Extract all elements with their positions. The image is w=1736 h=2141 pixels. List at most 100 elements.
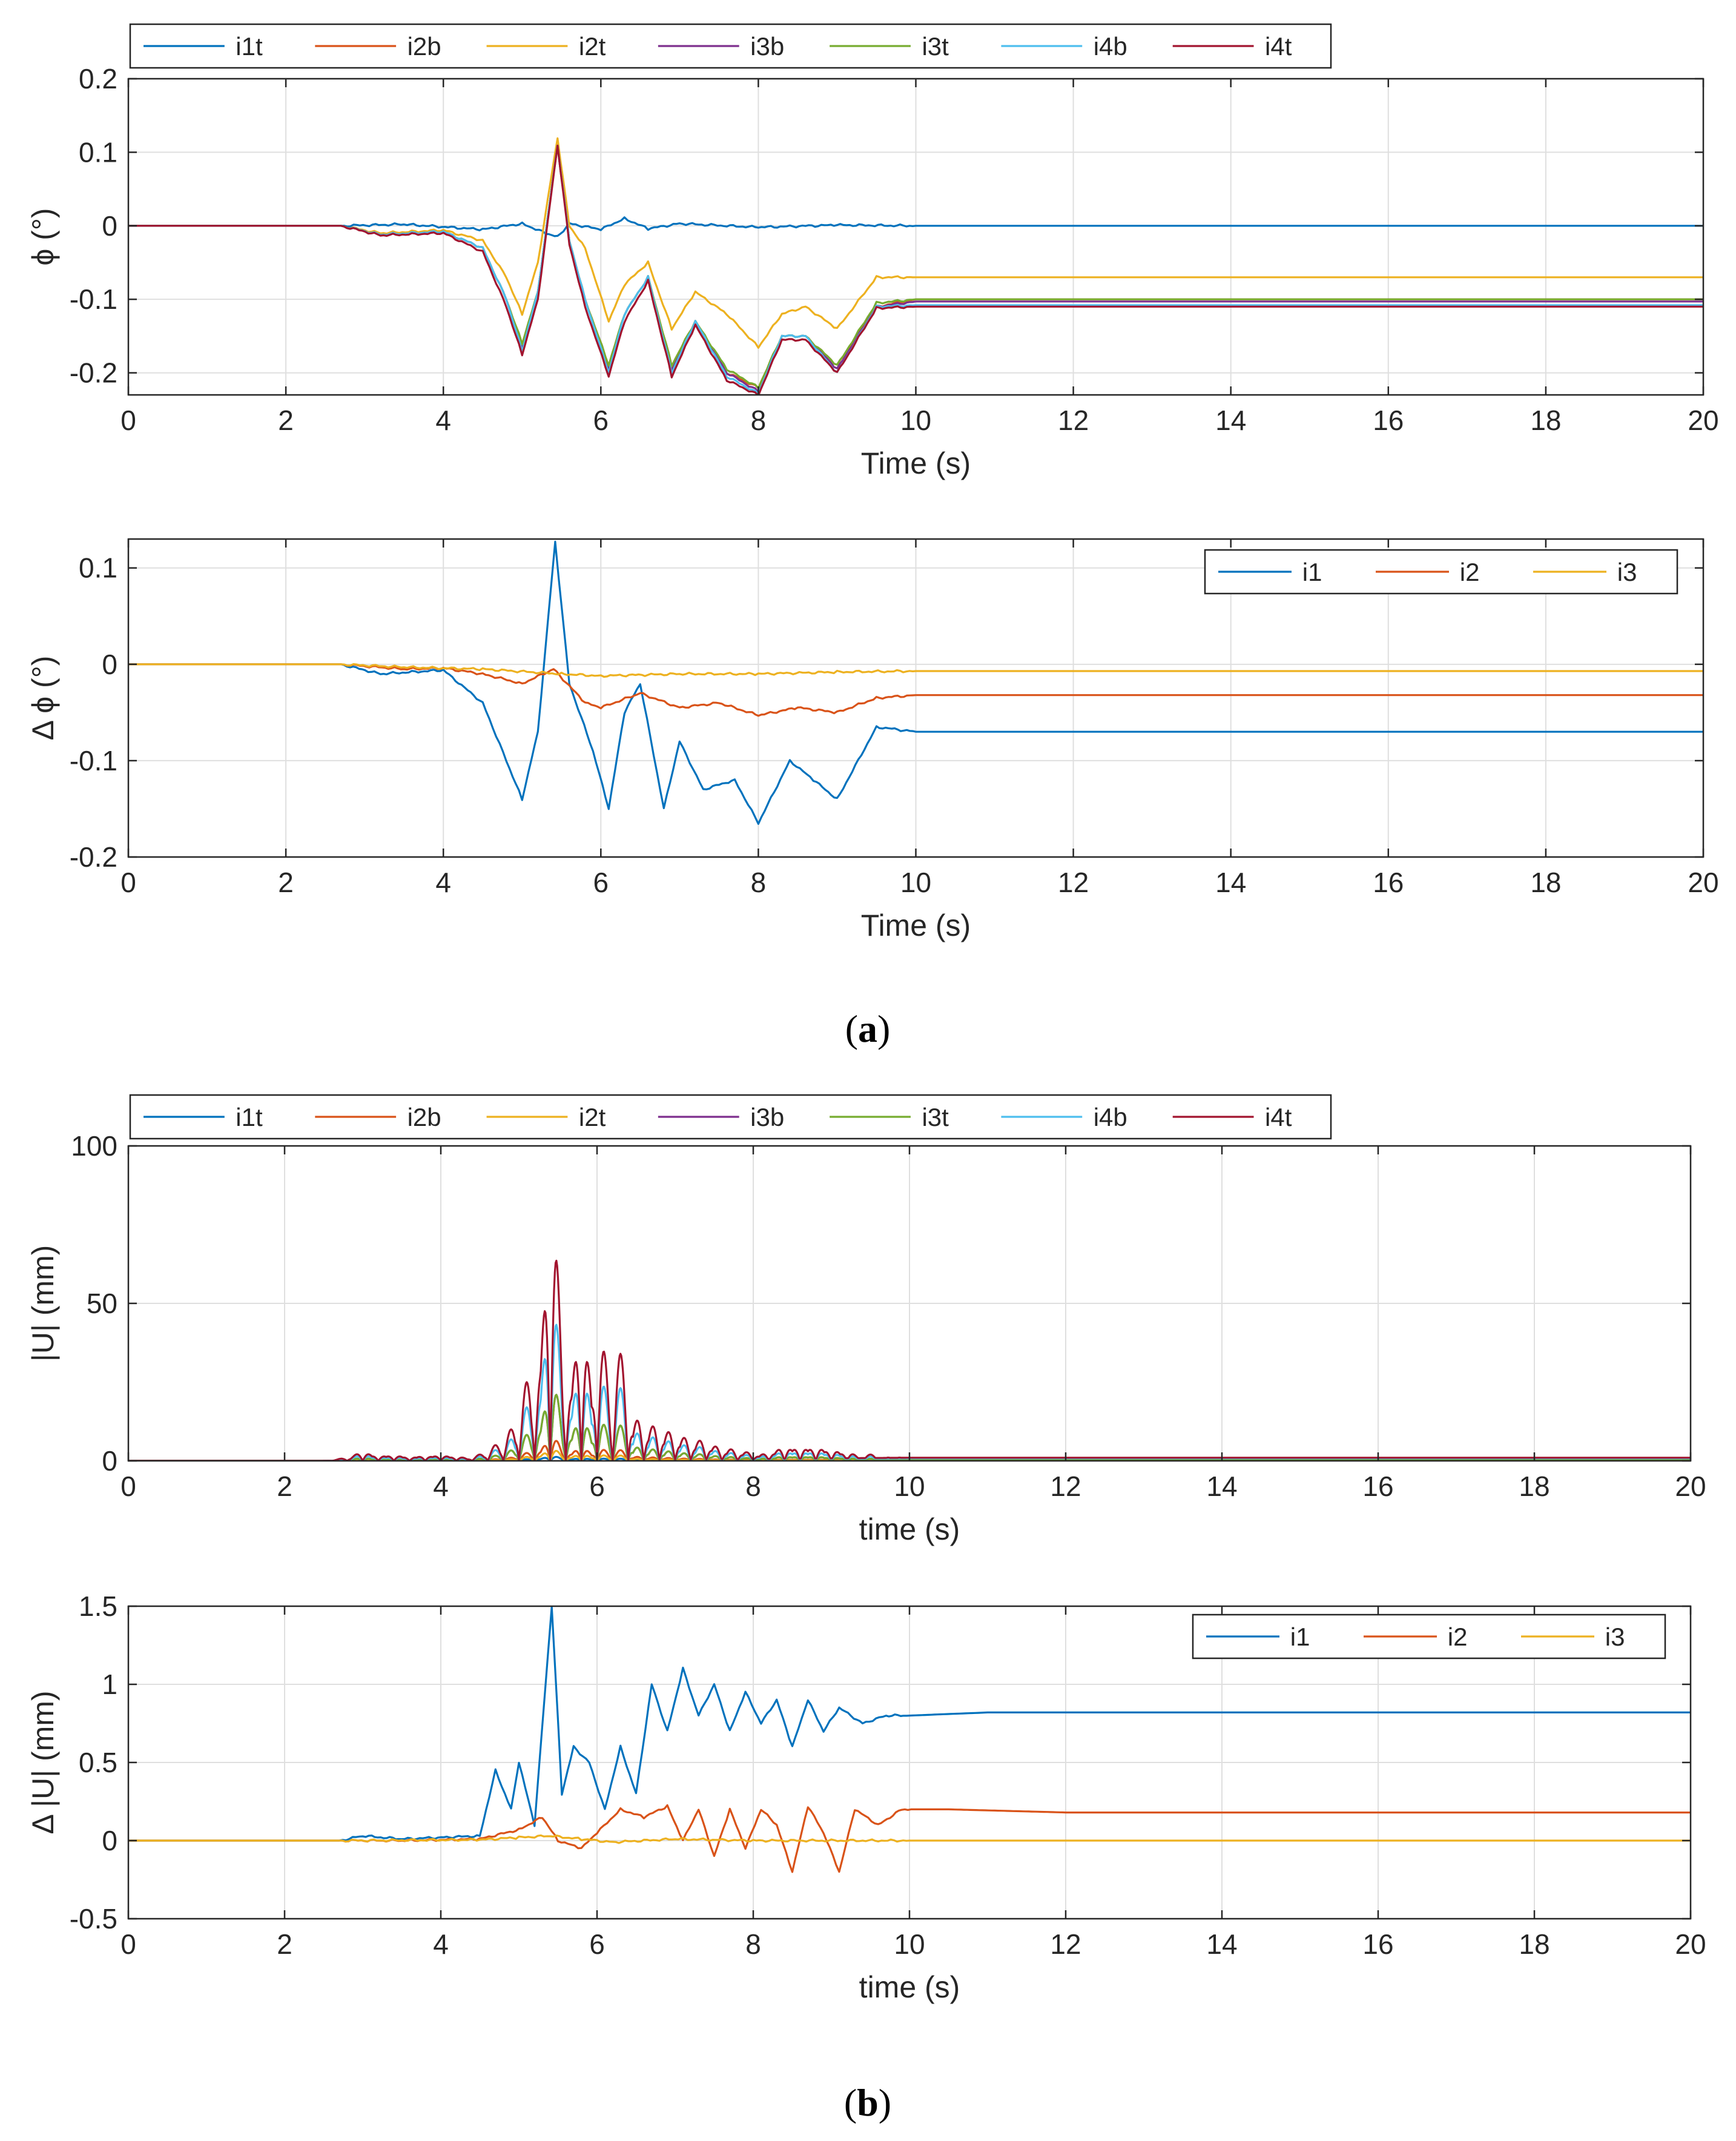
dU-ytick-label: 0.5 — [79, 1747, 117, 1778]
dU-xtick-label: 18 — [1519, 1928, 1550, 1960]
dU-xtick-label: 20 — [1675, 1928, 1706, 1960]
delta-phi-plot: 0 2 4 6 8 10 12 14 16 18 20 -0.2 -0.1 0 0.1 Time (s) Δ ϕ… — [26, 538, 1719, 942]
U-ytick-label: 100 — [71, 1130, 117, 1162]
dphi-ytick-label: -0.2 — [70, 841, 117, 873]
phi-legend-label-i2t: i2t — [579, 32, 606, 61]
U-xtick-label: 0 — [120, 1471, 136, 1502]
caption-a: (a) — [845, 1007, 891, 1050]
dphi-ytick-label: -0.1 — [70, 745, 117, 776]
dU-xtick-label: 16 — [1362, 1928, 1393, 1960]
dphi-legend-label-i2: i2 — [1460, 558, 1480, 586]
dphi-legend-label-i3: i3 — [1617, 558, 1637, 586]
dphi-series-group — [128, 540, 1703, 825]
phi-xtick-label: 18 — [1530, 405, 1561, 436]
dU-legend-label-i3: i3 — [1605, 1623, 1625, 1651]
dphi-xtick-label: 6 — [593, 867, 609, 898]
dphi-series-i3 — [128, 663, 1703, 678]
dU-xtick-label: 8 — [745, 1928, 761, 1960]
dU-ytick-label: -0.5 — [70, 1903, 117, 1934]
U-legend-label-i1t: i1t — [236, 1103, 263, 1131]
dphi-xlabel: Time (s) — [861, 908, 971, 942]
dphi-ylabel: Δ ϕ (°) — [26, 656, 60, 741]
dU-series-i3 — [128, 1834, 1691, 1844]
U-xtick-label: 2 — [277, 1471, 292, 1502]
dU-xtick-label: 10 — [894, 1928, 925, 1960]
phi-series-group — [128, 137, 1703, 395]
U-legend-label-i4t: i4t — [1265, 1103, 1292, 1131]
U-legend-label-i4b: i4b — [1094, 1103, 1127, 1131]
dphi-legend-label-i1: i1 — [1302, 558, 1322, 586]
dphi-xtick-label: 4 — [435, 867, 451, 898]
caption-b: (b) — [844, 2081, 891, 2124]
dphi-xtick-label: 10 — [900, 867, 931, 898]
dU-xtick-label: 12 — [1050, 1928, 1081, 1960]
U-xtick-label: 14 — [1206, 1471, 1237, 1502]
U-xlabel: time (s) — [859, 1512, 960, 1546]
U-xtick-label: 12 — [1050, 1471, 1081, 1502]
dphi-xtick-label: 14 — [1215, 867, 1246, 898]
U-xtick-label: 20 — [1675, 1471, 1706, 1502]
phi-xtick-label: 16 — [1373, 405, 1404, 436]
phi-legend-label-i2b: i2b — [408, 32, 441, 61]
phi-ylabel: ϕ (°) — [26, 208, 60, 265]
U-ytick-label: 0 — [102, 1445, 117, 1477]
phi-legend-label-i4b: i4b — [1094, 32, 1127, 61]
dphi-xtick-label: 8 — [751, 867, 767, 898]
dU-series-i1 — [128, 1606, 1691, 1842]
phi-xtick-label: 8 — [751, 405, 767, 436]
dU-series-group — [128, 1606, 1691, 1873]
phi-xtick-label: 10 — [900, 405, 931, 436]
U-xtick-label: 16 — [1362, 1471, 1393, 1502]
phi-xtick-label: 20 — [1688, 405, 1718, 436]
U-legend: i1t i2b i2t i3b i3t i4b i4t — [129, 1094, 1332, 1140]
phi-legend-label-i3b: i3b — [750, 32, 784, 61]
U-legend-label-i3b: i3b — [750, 1103, 784, 1131]
dphi-series-i1 — [128, 540, 1703, 825]
dU-ytick-label: 1 — [102, 1669, 117, 1700]
dphi-xtick-label: 18 — [1530, 867, 1561, 898]
phi-ytick-label: -0.1 — [70, 283, 117, 315]
phi-ytick-label: 0.2 — [79, 63, 117, 94]
phi-plot: 0 2 4 6 8 10 12 14 16 18 20 -0.2 -0.1 0 0.1 0.2 Time (s)… — [26, 23, 1719, 480]
phi-series-i4t — [128, 144, 1703, 395]
dphi-ytick-label: 0 — [102, 649, 117, 680]
U-xtick-label: 10 — [894, 1471, 925, 1502]
phi-xlabel: Time (s) — [861, 446, 971, 480]
dphi-legend: i1 i2 i3 — [1204, 549, 1678, 595]
U-legend-label-i3t: i3t — [922, 1103, 949, 1131]
phi-legend-label-i4t: i4t — [1265, 32, 1292, 61]
phi-xtick-label: 0 — [120, 405, 136, 436]
U-xtick-label: 4 — [433, 1471, 449, 1502]
phi-series-i1t — [128, 216, 1703, 237]
dphi-xtick-label: 20 — [1688, 867, 1718, 898]
dphi-series-i2 — [128, 663, 1703, 717]
phi-xtick-label: 4 — [435, 405, 451, 436]
dU-xlabel: time (s) — [859, 1970, 960, 2004]
U-xtick-label: 8 — [745, 1471, 761, 1502]
U-legend-label-i2b: i2b — [408, 1103, 441, 1131]
phi-legend: i1t i2b i2t i3b i3t i4b i4t — [129, 23, 1332, 69]
dU-xtick-label: 6 — [589, 1928, 605, 1960]
U-legend-label-i2t: i2t — [579, 1103, 606, 1131]
phi-xtick-label: 14 — [1215, 405, 1246, 436]
dU-ytick-label: 0 — [102, 1825, 117, 1856]
phi-ytick-label: -0.2 — [70, 357, 117, 389]
U-ylabel: |U| (mm) — [26, 1245, 60, 1362]
dU-xtick-label: 0 — [120, 1928, 136, 1960]
phi-legend-label-i3t: i3t — [922, 32, 949, 61]
dU-ylabel: Δ |U| (mm) — [26, 1690, 60, 1834]
dU-ytick-label: 1.5 — [79, 1590, 117, 1622]
dphi-xtick-label: 2 — [278, 867, 294, 898]
dU-xtick-label: 2 — [277, 1928, 292, 1960]
phi-series-i2t — [128, 137, 1703, 349]
U-xtick-label: 18 — [1519, 1471, 1550, 1502]
U-ytick-label: 50 — [87, 1288, 117, 1319]
dU-legend: i1 i2 i3 — [1192, 1613, 1666, 1660]
phi-xtick-label: 6 — [593, 405, 609, 436]
phi-xtick-label: 12 — [1058, 405, 1089, 436]
displacement-plot: 0 2 4 6 8 10 12 14 16 18 20 0 50 100 time (s) |U| (mm) i… — [26, 1094, 1706, 1546]
dU-legend-label-i1: i1 — [1290, 1623, 1310, 1651]
dU-legend-label-i2: i2 — [1448, 1623, 1468, 1651]
